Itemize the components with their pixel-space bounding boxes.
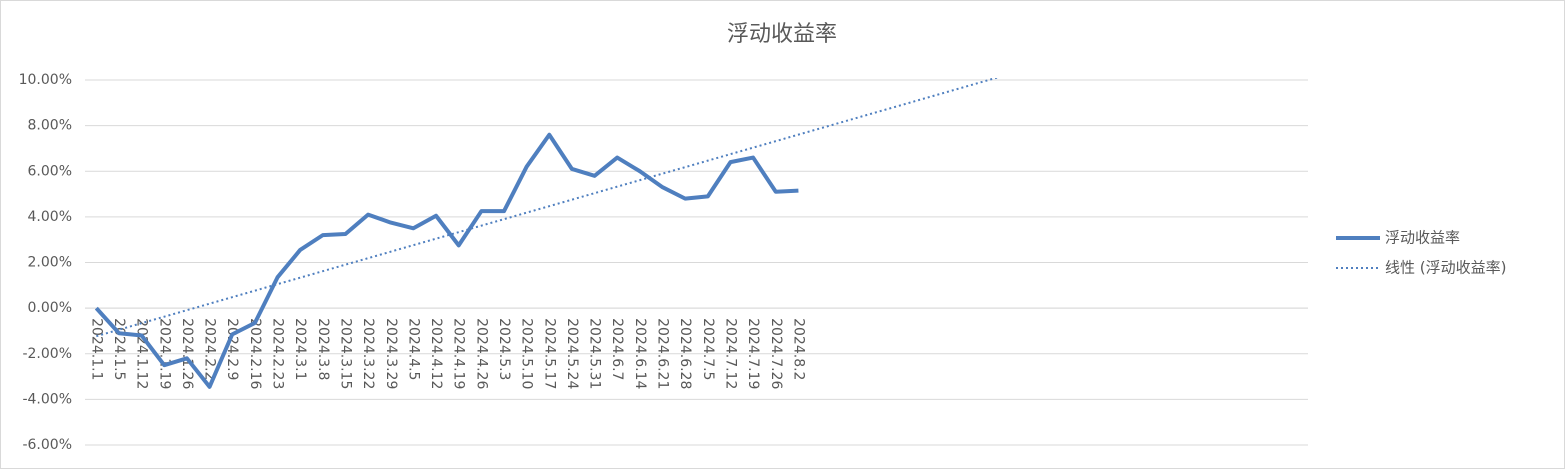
x-tick-label: 2024.5.3 xyxy=(496,318,512,380)
x-tick-label: 2024.1.26 xyxy=(179,318,195,389)
x-tick-label: 2024.4.19 xyxy=(451,318,467,389)
x-tick-label: 2024.2.2 xyxy=(202,318,218,380)
x-tick-label: 2024.7.5 xyxy=(700,318,716,380)
y-tick-label: -2.00% xyxy=(22,346,72,362)
y-tick-label: -6.00% xyxy=(22,437,72,453)
x-tick-label: 2024.7.26 xyxy=(768,318,784,389)
x-tick-label: 2024.6.14 xyxy=(632,318,648,389)
x-tick-label: 2024.5.31 xyxy=(587,318,603,389)
x-tick-label: 2024.4.12 xyxy=(428,318,444,389)
series-line xyxy=(96,78,1000,338)
chart-title: 浮动收益率 xyxy=(727,22,837,47)
x-tick-label: 2024.7.12 xyxy=(722,318,738,389)
legend-label: 浮动收益率 xyxy=(1385,229,1460,247)
x-tick-label: 2024.1.12 xyxy=(134,318,150,389)
x-tick-label: 2024.2.16 xyxy=(247,318,263,389)
y-tick-label: 6.00% xyxy=(28,163,72,179)
x-tick-label: 2024.3.29 xyxy=(383,318,399,389)
y-tick-label: 8.00% xyxy=(28,118,72,134)
x-tick-label: 2024.6.28 xyxy=(677,318,693,389)
y-tick-label: -4.00% xyxy=(22,391,72,407)
y-tick-label: 0.00% xyxy=(28,300,72,316)
y-tick-label: 4.00% xyxy=(28,209,72,225)
series-line xyxy=(94,132,799,389)
x-tick-label: 2024.3.15 xyxy=(337,318,353,389)
x-tick-label: 2024.5.10 xyxy=(519,318,535,389)
x-tick-label: 2024.1.1 xyxy=(88,318,104,380)
y-tick-label: 10.00% xyxy=(19,72,72,88)
x-tick-label: 2024.5.24 xyxy=(564,318,580,389)
x-tick-label: 2024.8.2 xyxy=(790,318,806,380)
x-tick-label: 2024.2.23 xyxy=(270,318,286,389)
legend-label: 线性 (浮动收益率) xyxy=(1385,259,1506,277)
x-tick-label: 2024.3.1 xyxy=(292,318,308,380)
x-tick-label: 2024.4.26 xyxy=(473,318,489,389)
x-tick-label: 2024.6.7 xyxy=(609,318,625,380)
x-tick-label: 2024.3.8 xyxy=(315,318,331,380)
x-tick-label: 2024.7.19 xyxy=(745,318,761,389)
x-tick-label: 2024.5.17 xyxy=(541,318,557,389)
y-tick-label: 2.00% xyxy=(28,255,72,271)
x-tick-label: 2024.6.21 xyxy=(655,318,671,389)
x-tick-label: 2024.4.5 xyxy=(405,318,421,380)
x-tick-label: 2024.3.22 xyxy=(360,318,376,389)
x-tick-label: 2024.1.19 xyxy=(156,318,172,389)
plot xyxy=(94,78,1000,389)
